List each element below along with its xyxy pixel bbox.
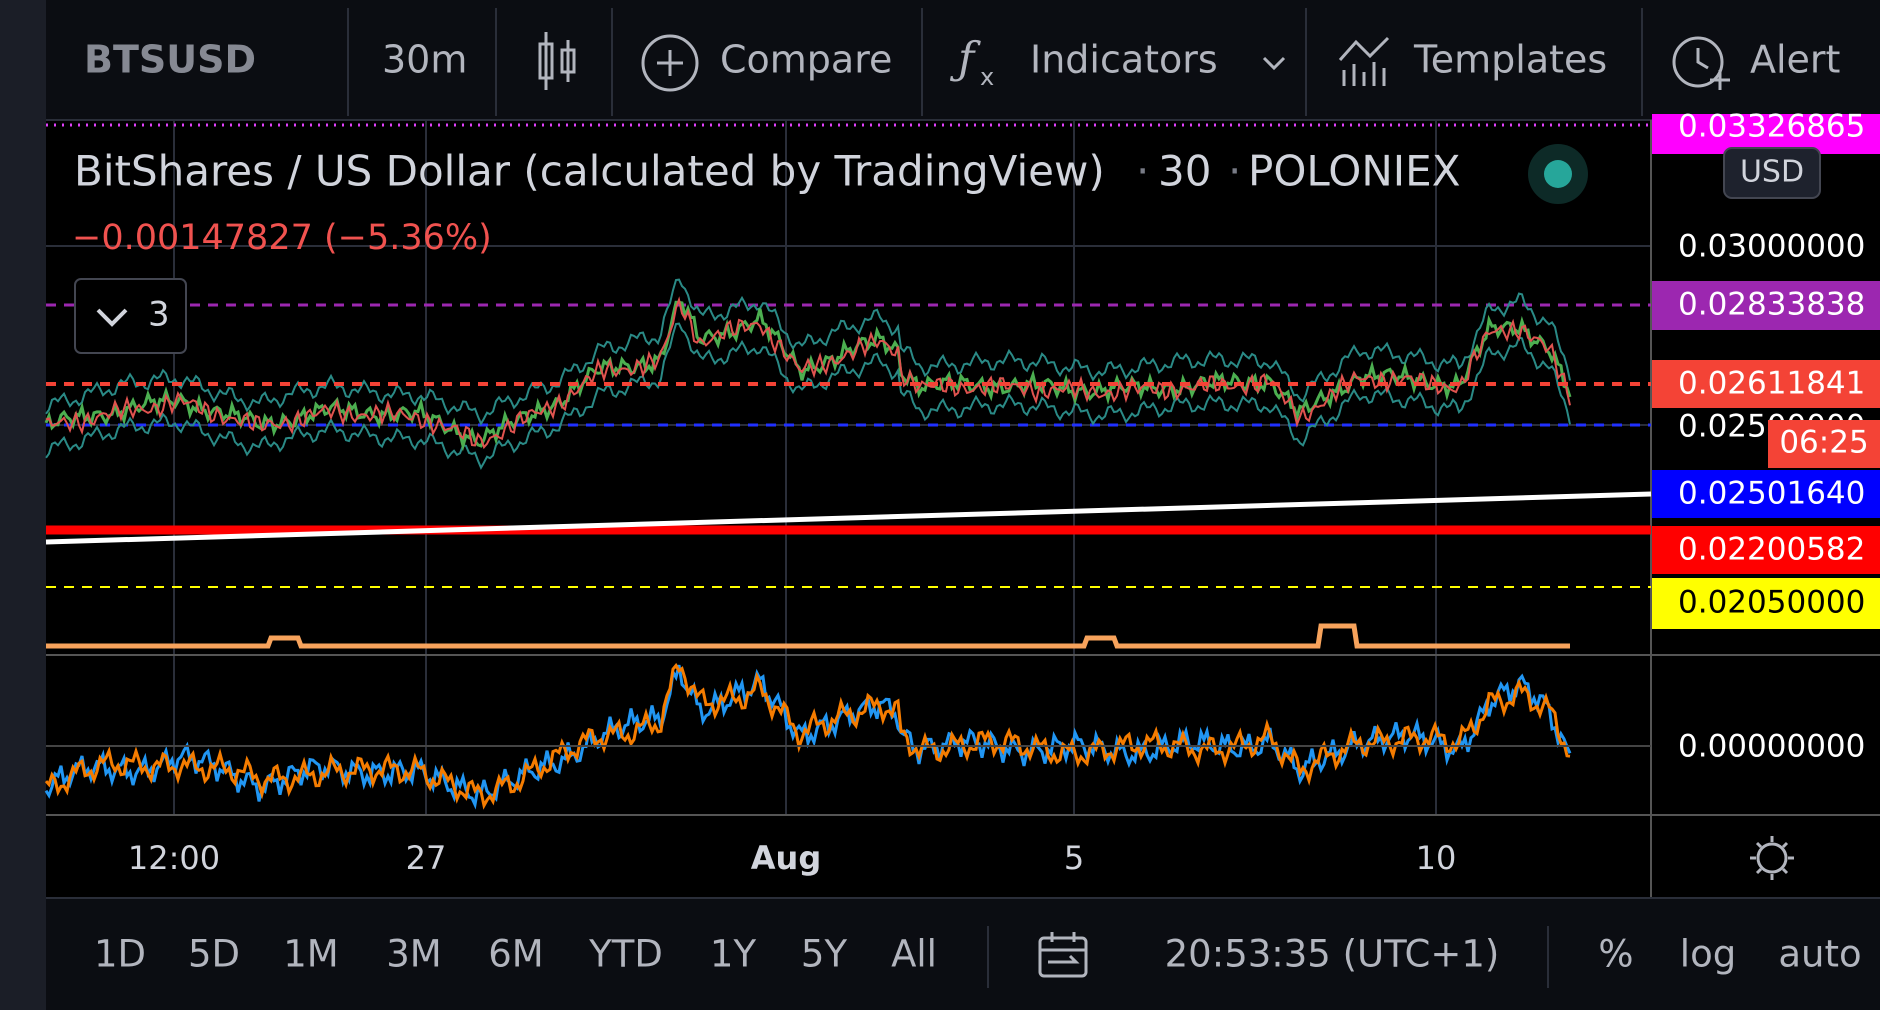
price-label-red: 0.02611841: [1678, 366, 1865, 402]
bottom-bar: [46, 898, 1880, 1010]
range-button[interactable]: 6M: [488, 933, 543, 976]
compare[interactable]: Compare: [720, 38, 892, 82]
range-button[interactable]: All: [891, 933, 937, 976]
price-label: 0.03000000: [1678, 229, 1865, 265]
legend-dot: ·: [1136, 147, 1149, 196]
time-label: 5: [1064, 839, 1084, 877]
log-toggle[interactable]: log: [1680, 933, 1736, 976]
price-red: [45, 296, 1571, 450]
label-red-bg: [1652, 360, 1880, 408]
toolbar: [46, 0, 1880, 120]
toolbar-separators: [347, 8, 1643, 116]
signal-line: [44, 662, 1571, 810]
legend-exchange: POLONIEX: [1248, 147, 1460, 196]
percent-toggle[interactable]: %: [1598, 933, 1633, 976]
goto-date-icon[interactable]: [1038, 932, 1088, 978]
currency[interactable]: USD: [1740, 155, 1804, 190]
alert[interactable]: Alert: [1750, 38, 1840, 82]
indicator-toggle[interactable]: [74, 278, 187, 354]
indicator-count[interactable]: 3: [148, 295, 170, 335]
bollinger-upper: [45, 278, 1571, 426]
status-dot: [1544, 160, 1572, 188]
auto-toggle[interactable]: auto: [1778, 933, 1861, 976]
clock[interactable]: 20:53:35 (UTC+1): [1165, 933, 1500, 976]
trend-line: [45, 491, 1652, 545]
templates[interactable]: Templates: [1413, 38, 1607, 82]
price-label-yellow: 0.02050000: [1678, 585, 1865, 621]
symbol[interactable]: BTSUSD: [84, 38, 256, 82]
volume-average: [46, 623, 1570, 649]
settings-icon[interactable]: [1750, 836, 1794, 880]
price-label-redline: 0.02200582: [1678, 532, 1865, 568]
left-strip: [0, 0, 46, 1010]
price-series: [44, 278, 1572, 810]
time-label: 27: [406, 839, 447, 877]
countdown-bg: [1768, 420, 1880, 468]
time-label: 12:00: [128, 839, 220, 877]
chart-type-icon[interactable]: [538, 32, 576, 90]
legend-dot: ·: [1228, 147, 1241, 196]
indicators[interactable]: Indicators: [1030, 38, 1218, 82]
range-button[interactable]: YTD: [588, 933, 663, 976]
label-redline-bg: [1652, 526, 1880, 574]
range-button[interactable]: 1Y: [710, 933, 757, 976]
countdown: 06:25: [1779, 425, 1868, 461]
templates-icon[interactable]: [1338, 36, 1390, 86]
bollinger-lower: [45, 322, 1571, 470]
oscillator-label: 0.00000000: [1678, 729, 1865, 765]
range-button[interactable]: 5D: [188, 933, 240, 976]
label-purple-bg: [1652, 281, 1880, 330]
indicators-chevron[interactable]: [1262, 56, 1286, 71]
range-button[interactable]: 5Y: [801, 933, 848, 976]
compare-icon[interactable]: [641, 34, 699, 92]
currency-box[interactable]: [1723, 147, 1821, 199]
label-yellow-bg: [1652, 578, 1880, 629]
label-blue-bg: [1652, 470, 1880, 518]
toggle-chevron[interactable]: [96, 308, 128, 327]
indicators-icon-x[interactable]: x: [980, 63, 994, 91]
price-label-pink: 0.03326865: [1678, 109, 1865, 145]
legend-interval: 30: [1158, 147, 1211, 196]
price-label-blue: 0.02501640: [1678, 476, 1865, 512]
price-label-purple: 0.02833838: [1678, 287, 1865, 323]
range-button[interactable]: 1D: [94, 933, 146, 976]
range-button[interactable]: 3M: [386, 933, 441, 976]
legend-title: BitShares / US Dollar (calculated by Tra…: [74, 147, 1105, 196]
price-green: [44, 300, 1572, 452]
time-label: Aug: [751, 839, 821, 877]
alert-icon[interactable]: [1672, 36, 1730, 90]
range-buttons: 1D 5D 1M 3M 6M YTD 1Y 5Y All: [94, 933, 937, 976]
legend-change: −0.00147827 (−5.36%): [72, 218, 492, 258]
range-button[interactable]: 1M: [283, 933, 338, 976]
time-label: 10: [1416, 839, 1457, 877]
interval[interactable]: 30m: [382, 38, 467, 82]
